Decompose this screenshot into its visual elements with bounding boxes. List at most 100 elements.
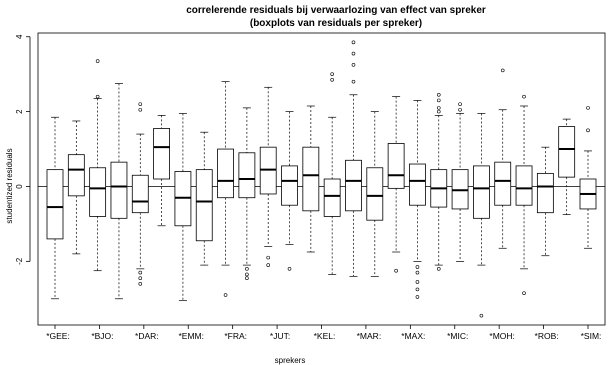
outlier-point — [95, 59, 100, 63]
box-25 — [558, 118, 576, 215]
y-tick-label: 4 — [15, 34, 24, 39]
outlier-point — [266, 263, 271, 267]
box-11 — [259, 86, 277, 267]
box — [302, 146, 320, 212]
box-16 — [366, 111, 384, 277]
box — [494, 161, 512, 206]
y-tick-label: 0 — [15, 184, 24, 189]
outlier-point — [95, 94, 100, 99]
box-23 — [515, 94, 533, 295]
box — [217, 148, 234, 199]
box — [238, 152, 256, 199]
outlier-point — [586, 128, 590, 133]
box-8 — [195, 131, 213, 266]
box-9 — [217, 81, 234, 297]
outlier-point — [479, 313, 484, 318]
outlier-point — [415, 280, 420, 284]
box-19 — [430, 92, 448, 271]
outlier-point — [266, 255, 271, 260]
box-10 — [238, 107, 256, 281]
outlier-point — [330, 72, 334, 76]
x-tick-label: *DAR: — [135, 331, 159, 341]
box — [153, 128, 171, 180]
outlier-point — [436, 98, 441, 103]
outlier-point — [436, 92, 441, 97]
box-17 — [387, 96, 405, 273]
outlier-point — [245, 272, 249, 277]
outlier-point — [436, 267, 441, 271]
outlier-point — [415, 287, 420, 292]
x-tick-label: *MAX: — [401, 331, 425, 341]
box — [345, 159, 362, 212]
outlier-point — [138, 270, 143, 275]
outlier-point — [138, 102, 143, 106]
outlier-point — [245, 267, 249, 271]
box-7 — [174, 113, 192, 302]
box — [323, 178, 341, 217]
x-tick-label: *FRA: — [224, 331, 247, 341]
outlier-point — [351, 79, 356, 84]
outlier-point — [458, 102, 462, 106]
box — [195, 169, 213, 242]
outlier-point — [522, 291, 526, 295]
box — [558, 126, 576, 178]
outlier-point — [415, 270, 420, 275]
y-axis-title: studentized residuals — [5, 148, 14, 223]
outlier-point — [436, 106, 441, 110]
box — [515, 165, 533, 206]
box-3 — [89, 59, 107, 272]
x-axis-labels: *GEE: *BJO: *DAR: *EMM: *FRA: *JUT: *KEL: *MAR:… — [46, 325, 601, 341]
box-21 — [472, 113, 490, 318]
box — [281, 165, 298, 206]
x-tick-label: *JUT: — [270, 331, 290, 341]
box — [131, 174, 149, 214]
box-24 — [536, 146, 554, 257]
x-tick-label: *KEL: — [314, 331, 336, 341]
box-15 — [345, 40, 362, 277]
outlier-point — [415, 265, 420, 269]
box-14 — [323, 72, 341, 275]
box-22 — [494, 68, 512, 249]
boxes-group — [46, 40, 597, 318]
box-18 — [409, 100, 426, 299]
outlier-point — [330, 77, 334, 82]
y-axis: -2 0 2 4 — [15, 34, 31, 265]
x-tick-label: *ROB: — [535, 331, 559, 341]
x-axis-title: sprekers — [275, 356, 306, 365]
box-4 — [110, 83, 128, 300]
box-6 — [153, 115, 171, 227]
outlier-point — [586, 106, 590, 110]
chart-title: correlerende residuals bij verwaarlozing… — [186, 5, 486, 16]
x-tick-label: *MIC: — [447, 331, 468, 341]
box-12 — [281, 111, 298, 271]
box — [366, 167, 384, 221]
x-tick-label: *BJO: — [91, 331, 113, 341]
outlier-point — [245, 276, 249, 281]
outlier-point — [138, 276, 143, 281]
outlier-point — [138, 282, 143, 286]
box-5 — [131, 102, 149, 286]
box-20 — [451, 102, 469, 262]
box — [387, 143, 405, 189]
outlier-point — [436, 109, 441, 114]
x-tick-label: *MOH: — [489, 331, 515, 341]
outlier-point — [500, 68, 505, 73]
x-tick-label: *SIM: — [581, 331, 602, 341]
outlier-point — [138, 107, 143, 112]
outlier-point — [394, 268, 398, 273]
box — [89, 167, 107, 217]
outlier-point — [351, 40, 356, 45]
x-tick-label: *EMM: — [179, 331, 205, 341]
outlier-point — [458, 107, 462, 112]
chart-subtitle: (boxplots van residuals per spreker) — [250, 18, 422, 29]
box-1 — [46, 116, 64, 300]
outlier-point — [351, 63, 356, 67]
outlier-point — [287, 267, 292, 271]
x-tick-label: *GEE: — [46, 331, 70, 341]
box — [536, 172, 554, 214]
x-tick-label: *MAR: — [357, 331, 382, 341]
box — [110, 161, 128, 219]
box — [67, 154, 85, 197]
outlier-point — [415, 295, 420, 299]
